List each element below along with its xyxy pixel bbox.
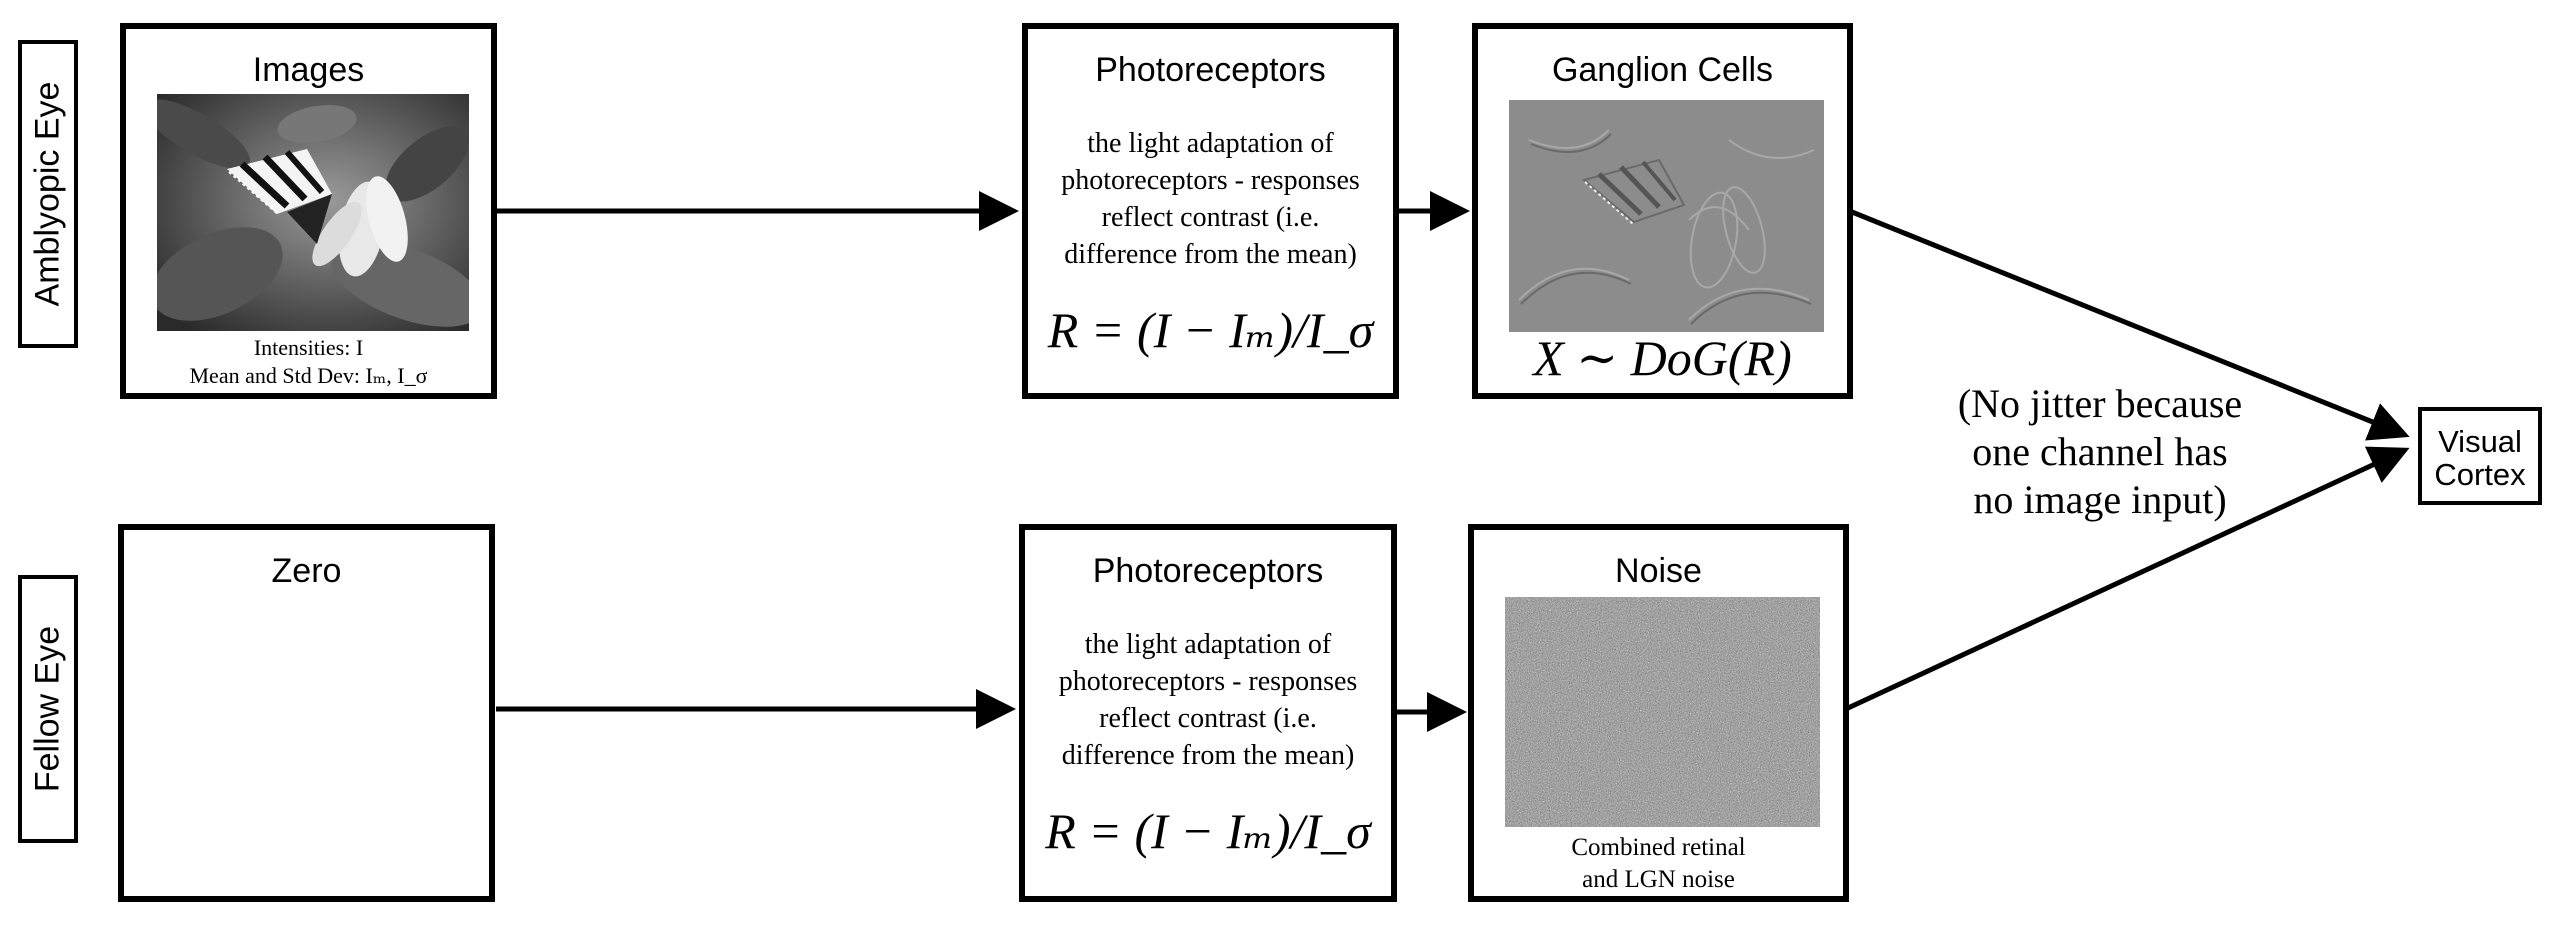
zero-title: Zero [271,552,342,590]
desc-line: difference from the mean) [1061,740,1355,771]
amblyopic-photoreceptors-description: the light adaptation of photoreceptors -… [1028,125,1393,273]
fellow-photoreceptors-box: Photoreceptors the light adaptation of p… [1019,524,1397,902]
desc-line: the light adaptation of [1087,128,1334,159]
amblyopic-photoreceptors-title: Photoreceptors [1095,51,1326,89]
intensities-label: Intensities: I [253,335,364,360]
images-box: Images Intensities: I Mean and Std Dev: … [120,23,497,399]
noise-caption-line: Combined retinal [1571,834,1746,861]
cortex-line: Visual [2438,424,2522,459]
noise-caption-line: and LGN noise [1582,866,1735,893]
ganglion-cells-box: Ganglion Cells X ∼ DoG(R) [1472,23,1853,399]
amblyopic-eye-label-text: Amblyopic Eye [28,81,67,307]
fellow-eye-label-text: Fellow Eye [28,625,67,793]
amblyopic-photoreceptors-formula: R = (I − Iₘ)/I_σ [1047,302,1374,358]
noise-image-icon [1505,597,1820,827]
desc-line: photoreceptors - responses [1058,666,1358,697]
fellow-eye-label: Fellow Eye [18,575,78,843]
ganglion-cells-title: Ganglion Cells [1551,51,1774,89]
mean-std-label: Mean and Std Dev: Iₘ, I_σ [189,363,428,388]
note-line: (No jitter because [1957,381,2243,426]
noise-box: Noise Combined retinal and LGN noise [1468,524,1849,902]
ganglion-formula: X ∼ DoG(R) [1533,330,1792,386]
note-line: no image input) [1973,477,2227,522]
visual-cortex-box: Visual Cortex [2418,407,2542,505]
amblyopic-eye-label: Amblyopic Eye [18,40,78,348]
cortex-line: Cortex [2434,457,2526,492]
desc-line: difference from the mean) [1064,239,1357,270]
desc-line: reflect contrast (i.e. [1101,202,1320,233]
arrow-noise-to-cortex [1846,446,2410,711]
no-jitter-note: (No jitter because one channel has no im… [1880,380,2320,524]
ganglion-image-icon [1509,100,1824,332]
visual-cortex-label: Visual Cortex [2422,425,2538,491]
fellow-photoreceptors-description: the light adaptation of photoreceptors -… [1025,626,1391,774]
amblyopic-photoreceptors-box: Photoreceptors the light adaptation of p… [1022,23,1399,399]
fellow-photoreceptors-title: Photoreceptors [1092,552,1324,590]
fellow-photoreceptors-formula: R = (I − Iₘ)/I_σ [1045,803,1371,859]
noise-caption: Combined retinal and LGN noise [1474,832,1843,896]
desc-line: the light adaptation of [1084,629,1332,660]
butterfly-image-icon [157,94,469,331]
arrow-ganglion-to-cortex [1851,209,2410,441]
noise-title: Noise [1615,552,1702,590]
zero-box: Zero [118,524,495,902]
desc-line: photoreceptors - responses [1061,165,1360,196]
images-title: Images [252,51,365,89]
desc-line: reflect contrast (i.e. [1099,703,1317,734]
images-caption: Intensities: I Mean and Std Dev: Iₘ, I_σ [126,334,491,390]
note-line: one channel has [1972,429,2228,474]
